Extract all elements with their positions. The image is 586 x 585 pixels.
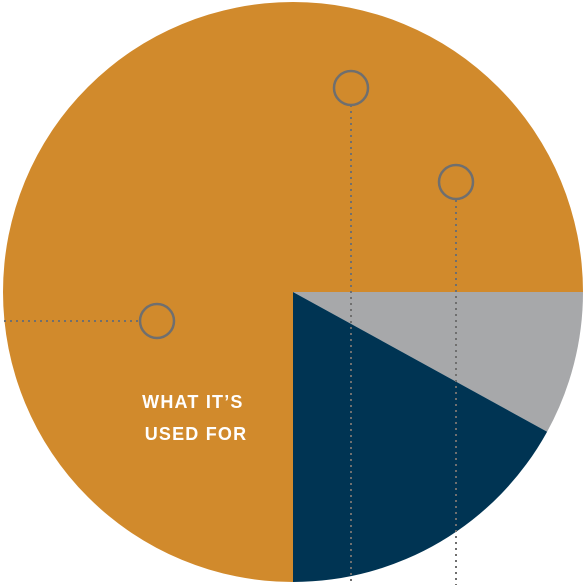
center-label: WHAT IT’S USED FOR <box>142 392 250 444</box>
pie-slice-3 <box>293 292 548 582</box>
callout-marker-2 <box>332 69 370 107</box>
pie-slice-2 <box>293 292 583 432</box>
callout-marker-1 <box>138 302 176 340</box>
pie-slices <box>3 2 583 582</box>
callout-markers <box>0 69 475 585</box>
callout-marker-3 <box>437 163 475 201</box>
center-label-line-1: WHAT IT’S <box>142 392 243 412</box>
center-label-line-2: USED FOR <box>145 424 248 444</box>
